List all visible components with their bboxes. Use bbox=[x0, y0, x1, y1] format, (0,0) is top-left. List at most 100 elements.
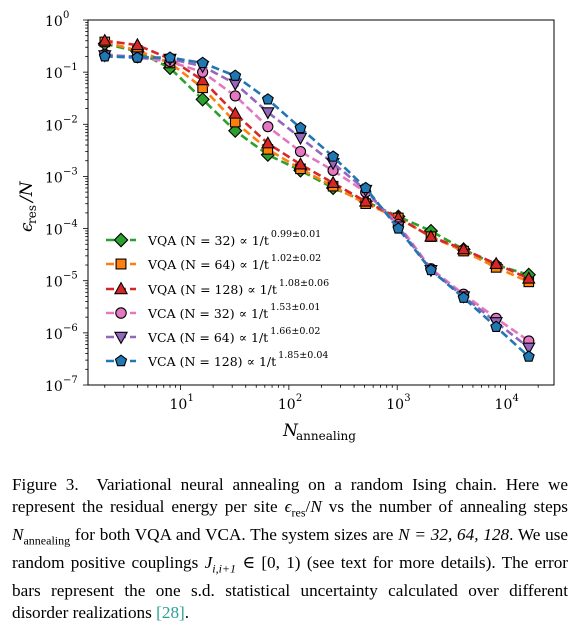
svg-text:−5: −5 bbox=[63, 271, 78, 282]
data-point bbox=[327, 150, 340, 162]
legend-marker bbox=[113, 281, 129, 295]
x-tick-label: 10 2 bbox=[278, 393, 302, 413]
svg-text:10: 10 bbox=[278, 397, 296, 413]
legend-exponent: 1.02±0.02 bbox=[271, 253, 321, 264]
svg-text:10: 10 bbox=[45, 223, 63, 239]
legend-exponent: 1.66±0.02 bbox=[270, 326, 320, 337]
svg-text:annealing: annealing bbox=[296, 429, 356, 443]
series-line bbox=[104, 40, 530, 284]
series-line bbox=[104, 55, 530, 358]
legend-item: VCA (N = 64) ∝ 1/t 1.66±0.02 bbox=[106, 326, 320, 345]
svg-text:10: 10 bbox=[386, 397, 404, 413]
svg-text:−6: −6 bbox=[63, 323, 78, 334]
data-point bbox=[326, 175, 340, 188]
citation-link[interactable]: [28] bbox=[156, 603, 185, 623]
x-tick-label: 10 4 bbox=[495, 393, 519, 413]
legend-label: VQA (N = 128) ∝ 1/t bbox=[147, 282, 277, 297]
legend-exponent: 1.53±0.01 bbox=[270, 302, 320, 313]
caption-coupling-sub: i,i+1 bbox=[212, 561, 237, 576]
data-point bbox=[228, 106, 243, 119]
legend-item: VCA (N = 32) ∝ 1/t 1.53±0.01 bbox=[106, 302, 320, 321]
svg-text:0: 0 bbox=[63, 10, 69, 21]
data-point bbox=[490, 320, 503, 332]
data-point bbox=[98, 50, 111, 62]
data-point bbox=[196, 56, 209, 69]
legend-marker bbox=[115, 307, 127, 319]
data-point bbox=[294, 145, 307, 158]
legend-marker bbox=[114, 354, 128, 367]
caption-label: Figure 3. bbox=[12, 475, 79, 494]
data-point bbox=[424, 229, 438, 242]
legend-marker bbox=[113, 331, 129, 345]
svg-text:−7: −7 bbox=[63, 375, 78, 386]
data-point bbox=[130, 37, 145, 51]
data-point bbox=[229, 116, 241, 128]
legend-exponent: 0.99±0.01 bbox=[271, 229, 321, 240]
svg-text:−4: −4 bbox=[63, 219, 78, 230]
data-point bbox=[195, 72, 210, 86]
svg-text:−2: −2 bbox=[63, 114, 78, 125]
data-point bbox=[522, 350, 535, 362]
y-axis-label: ϵ res /N bbox=[17, 180, 39, 232]
data-point bbox=[457, 291, 470, 303]
svg-text:10: 10 bbox=[495, 397, 513, 413]
y-tick-label: 10 −3 bbox=[45, 166, 78, 186]
data-point bbox=[261, 136, 275, 149]
y-tick-label: 10 −5 bbox=[45, 271, 78, 291]
svg-text:10: 10 bbox=[45, 14, 63, 30]
data-point bbox=[521, 271, 536, 284]
x-tick-label: 10 3 bbox=[386, 393, 410, 413]
series-line bbox=[104, 54, 530, 349]
svg-text:4: 4 bbox=[513, 393, 519, 404]
data-point bbox=[456, 242, 471, 255]
svg-text:res: res bbox=[25, 205, 39, 224]
data-point bbox=[195, 92, 210, 107]
axis-ticks: 10 1 10 2 10 3 10 410 010 −110 −210 −310 −410 −510 −61… bbox=[45, 10, 539, 413]
svg-text:10: 10 bbox=[170, 397, 188, 413]
legend-marker bbox=[113, 232, 129, 248]
data-point bbox=[358, 194, 373, 207]
caption-text-2: vs the number of annealing steps bbox=[321, 497, 568, 517]
svg-text:ϵ: ϵ bbox=[17, 222, 37, 232]
legend-item: VQA (N = 64) ∝ 1/t 1.02±0.02 bbox=[106, 253, 321, 272]
data-point bbox=[489, 256, 503, 269]
caption-eps-sub: res bbox=[291, 505, 306, 520]
svg-text:N: N bbox=[282, 421, 299, 441]
legend-marker bbox=[115, 258, 127, 270]
data-point bbox=[262, 121, 274, 133]
svg-text:1: 1 bbox=[188, 393, 194, 404]
figure-caption: Figure 3. Variational neural annealing o… bbox=[12, 475, 569, 623]
svg-text:10: 10 bbox=[45, 118, 63, 134]
series-line bbox=[104, 52, 530, 343]
svg-text:−3: −3 bbox=[63, 166, 78, 177]
data-point bbox=[293, 157, 308, 170]
legend-label: VQA (N = 32) ∝ 1/t bbox=[147, 233, 269, 248]
series-group bbox=[97, 33, 537, 362]
data-point bbox=[164, 51, 176, 63]
legend-item: VQA (N = 32) ∝ 1/t 0.99±0.01 bbox=[106, 229, 321, 248]
svg-text:10: 10 bbox=[45, 327, 63, 343]
legend-label: VQA (N = 64) ∝ 1/t bbox=[147, 257, 269, 272]
svg-text:10: 10 bbox=[45, 66, 63, 82]
series-5 bbox=[98, 50, 535, 362]
caption-coupling-range: ∈ [0, 1) bbox=[236, 553, 301, 573]
data-point bbox=[521, 342, 536, 355]
caption-text-3: for both VQA and VCA. The system sizes a… bbox=[70, 525, 399, 545]
y-tick-label: 10 0 bbox=[45, 10, 69, 30]
svg-text:−1: −1 bbox=[63, 62, 78, 73]
data-point bbox=[229, 69, 242, 81]
caption-text-1: Variational neural annealing on a random… bbox=[12, 475, 569, 517]
legend-item: VQA (N = 128) ∝ 1/t 1.08±0.06 bbox=[106, 278, 329, 297]
data-point bbox=[293, 132, 308, 146]
x-tick-label: 10 1 bbox=[170, 393, 194, 413]
legend-label: VCA (N = 64) ∝ 1/t bbox=[147, 330, 268, 345]
data-point bbox=[131, 51, 144, 63]
data-point bbox=[261, 107, 275, 120]
y-tick-label: 10 −4 bbox=[45, 219, 78, 239]
y-tick-label: 10 −7 bbox=[45, 375, 78, 395]
x-axis-label: N annealing bbox=[282, 421, 356, 443]
caption-end: . bbox=[184, 603, 190, 623]
y-tick-label: 10 −1 bbox=[45, 62, 78, 82]
svg-text:10: 10 bbox=[45, 275, 63, 291]
plot-frame bbox=[87, 19, 555, 386]
